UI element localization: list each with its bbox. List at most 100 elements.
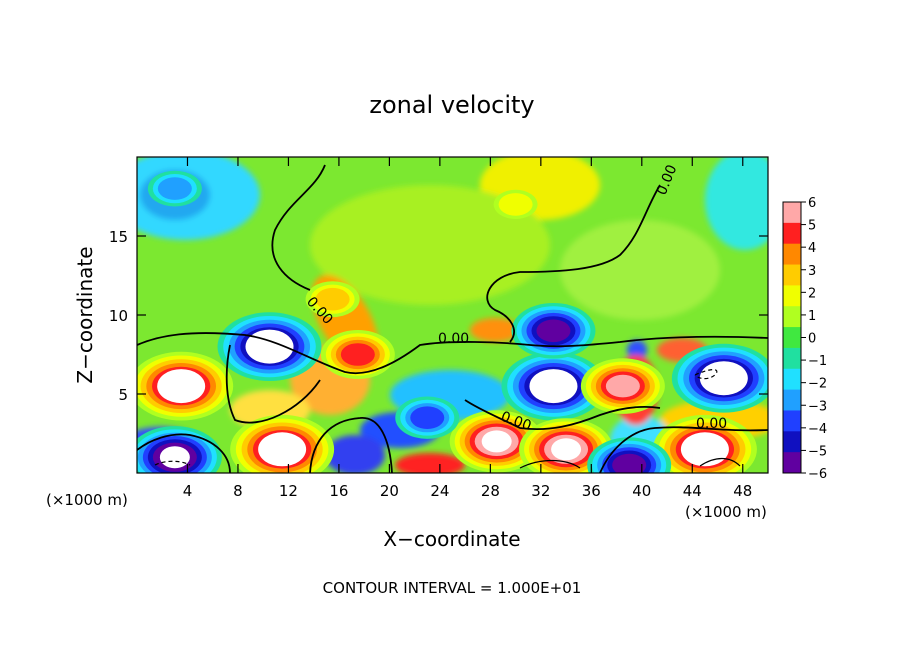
velocity-feature (230, 414, 335, 473)
velocity-feature (395, 396, 460, 439)
x-tick-label: 28 (481, 482, 500, 500)
colorbar-swatch (783, 327, 801, 349)
contour-line (486, 184, 661, 343)
colorbar-label: −3 (808, 399, 827, 414)
contour-line (271, 164, 326, 291)
contour-label: 0.00 (438, 331, 469, 347)
velocity-feature (320, 330, 395, 379)
feature-ring (612, 453, 647, 473)
y-tick-label: 15 (109, 228, 128, 246)
velocity-feature (587, 437, 672, 473)
y-tick-label: 5 (118, 386, 128, 404)
feature-ring (605, 374, 640, 398)
x-tick-label: 12 (279, 482, 298, 500)
field-patch (470, 318, 520, 342)
colorbar-label: 5 (808, 219, 816, 234)
contour-line (309, 417, 393, 473)
velocity-feature (671, 343, 768, 413)
velocity-feature (501, 351, 606, 421)
velocity-field (137, 157, 768, 473)
contour-interval-footer: CONTOUR INTERVAL = 1.000E+01 (323, 579, 582, 597)
velocity-feature (217, 312, 322, 381)
contour-line (519, 459, 581, 469)
contour-line (599, 426, 768, 473)
colorbar-swatch (783, 410, 801, 432)
colorbar-label: −5 (808, 444, 827, 459)
colorbar: 6 5 4 3 2 1 0 −1 −2 −3 −4 −5 −6 (782, 196, 827, 482)
field-patch (560, 220, 720, 320)
contour-line (699, 457, 741, 467)
colorbar-label: 4 (808, 241, 816, 256)
colorbar-label: −6 (808, 467, 827, 482)
colorbar-label: 3 (808, 264, 816, 279)
colorbar-swatch (783, 222, 801, 245)
contour-label: 0.00 (696, 416, 727, 432)
colorbar-swatch (783, 202, 801, 224)
contour-line (137, 332, 768, 375)
x-tick-label: 4 (183, 482, 193, 500)
colorbar-swatch (783, 264, 801, 286)
velocity-feature (493, 189, 538, 219)
velocity-feature (580, 358, 665, 414)
x-tick-label: 20 (380, 482, 399, 500)
x-unit-right: (×1000 m) (685, 503, 767, 521)
x-tick-label: 48 (733, 482, 752, 500)
contour-line (694, 369, 718, 380)
feature-ring (157, 177, 192, 200)
field-patch (395, 453, 465, 473)
colorbar-swatch (783, 285, 801, 307)
feature-ring (536, 319, 571, 343)
colorbar-swatch (783, 368, 801, 391)
feature-core (159, 446, 190, 469)
feature-ring (340, 343, 375, 366)
x-tick-label: 44 (683, 482, 702, 500)
feature-layer (137, 170, 768, 473)
velocity-feature (147, 170, 202, 207)
x-unit-left: (×1000 m) (46, 491, 128, 509)
field-patch (705, 157, 768, 250)
velocity-feature (305, 281, 360, 318)
velocity-feature (137, 426, 222, 473)
field-patch (325, 435, 385, 473)
feature-core (258, 432, 307, 467)
colorbar-label: 6 (808, 196, 816, 211)
y-axis-label: Z−coordinate (73, 246, 97, 383)
contour-line (154, 460, 191, 466)
colorbar-label: −1 (808, 354, 827, 369)
field-patch (627, 340, 647, 360)
x-tick-label: 40 (632, 482, 651, 500)
field-patch (310, 185, 550, 305)
chart-title: zonal velocity (369, 91, 534, 119)
contour-line (464, 399, 661, 431)
colorbar-swatch (783, 431, 801, 453)
colorbar-label: 2 (808, 286, 816, 301)
feature-core (157, 369, 206, 404)
colorbar-label: −2 (808, 377, 827, 392)
colorbar-swatch (783, 243, 801, 266)
contour-line (137, 433, 231, 473)
x-tick-label: 16 (329, 482, 348, 500)
colorbar-label: −4 (808, 422, 827, 437)
velocity-feature (652, 414, 757, 473)
feature-ring (498, 193, 533, 216)
y-tick-label: 10 (109, 307, 128, 325)
colorbar-swatch (783, 347, 801, 370)
feature-core (551, 438, 582, 461)
x-tick-label: 36 (582, 482, 601, 500)
feature-core (680, 432, 729, 467)
colorbar-label: 0 (808, 332, 816, 347)
x-axis-label: X−coordinate (383, 527, 520, 551)
feature-ring (410, 406, 445, 430)
zero-contours (137, 164, 768, 473)
feature-core (529, 369, 578, 404)
feature-core (481, 430, 512, 453)
x-tick-label: 24 (430, 482, 449, 500)
x-tick-label: 32 (531, 482, 550, 500)
x-tick-label: 8 (233, 482, 243, 500)
contour-line (225, 344, 321, 424)
colorbar-swatch (783, 452, 801, 474)
colorbar-swatch (783, 306, 801, 328)
colorbar-swatch (783, 389, 801, 411)
